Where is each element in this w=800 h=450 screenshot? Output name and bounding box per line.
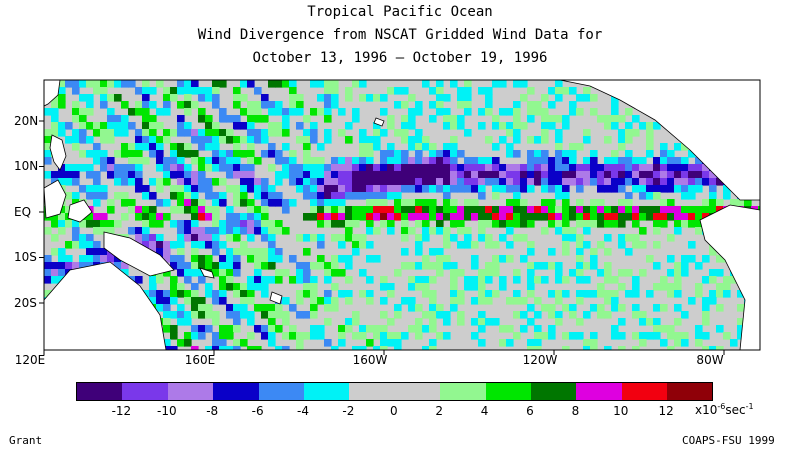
- colorbar-tick-label: -2: [342, 404, 355, 418]
- lat-label-10n: 10N: [14, 159, 39, 173]
- footer-credit: COAPS-FSU 1999: [682, 434, 775, 447]
- map-frame: [43, 79, 761, 351]
- colorbar: [76, 382, 714, 401]
- colorbar-tick-label: -10: [156, 404, 177, 418]
- colorbar-swatch: [530, 383, 577, 400]
- colorbar-swatch: [77, 383, 123, 400]
- colorbar-tick-label: 6: [526, 404, 534, 418]
- colorbar-swatch: [440, 383, 486, 400]
- south-america: [699, 204, 760, 350]
- lat-label-10s: 10S: [14, 250, 37, 264]
- colorbar-units: x10-6sec-1: [695, 402, 754, 417]
- new-guinea: [103, 231, 175, 277]
- colorbar-tick-label: 2: [435, 404, 444, 418]
- colorbar-tick-label: -12: [111, 404, 132, 418]
- lon-label-120e: 120E: [14, 353, 46, 367]
- colorbar-swatch: [667, 383, 713, 400]
- borneo: [44, 179, 67, 219]
- colorbar-swatch: [258, 383, 304, 400]
- colorbar-tick-label: -4: [297, 404, 309, 418]
- colorbar-tick-label: 12: [658, 404, 674, 418]
- land-masses: [44, 80, 760, 350]
- footer-author: Grant: [9, 434, 43, 447]
- colorbar-swatch: [303, 383, 350, 400]
- colorbar-swatch: [394, 383, 441, 400]
- title-line-1: Tropical Pacific Ocean: [307, 4, 493, 20]
- colorbar-tick-label: -8: [206, 404, 219, 418]
- central-america: [559, 80, 760, 201]
- hawaii: [373, 117, 385, 127]
- philippines: [49, 134, 67, 171]
- asia-coast: [44, 80, 61, 107]
- colorbar-swatch: [122, 383, 168, 400]
- solomon-islands: [199, 267, 215, 279]
- lon-label-80w: 80W: [696, 353, 724, 367]
- lon-label-160e: 160E: [184, 353, 216, 367]
- colorbar-tick-label: 0: [389, 404, 398, 418]
- axis-ticks: [39, 120, 725, 355]
- lat-label-20s: 20S: [14, 296, 37, 310]
- colorbar-tick-label: 4: [480, 404, 489, 418]
- colorbar-tick-label: 8: [571, 404, 580, 418]
- colorbar-swatch: [485, 383, 531, 400]
- lat-label-20n: 20N: [14, 114, 39, 128]
- lat-label-eq: EQ: [14, 205, 32, 219]
- sulawesi: [67, 199, 93, 223]
- colorbar-swatch: [576, 383, 622, 400]
- title-line-3: October 13, 1996 – October 19, 1996: [252, 50, 548, 66]
- colorbar-swatch: [349, 383, 395, 400]
- colorbar-tick-label: 10: [613, 404, 629, 418]
- fiji: [269, 291, 283, 305]
- title-line-2: Wind Divergence from NSCAT Gridded Wind …: [197, 27, 603, 43]
- australia: [44, 261, 167, 350]
- colorbar-swatch: [167, 383, 214, 400]
- colorbar-swatch: [213, 383, 259, 400]
- lon-label-120w: 120W: [522, 353, 558, 367]
- colorbar-swatch: [621, 383, 668, 400]
- colorbar-tick-label: -6: [251, 404, 264, 418]
- lon-label-160w: 160W: [352, 353, 388, 367]
